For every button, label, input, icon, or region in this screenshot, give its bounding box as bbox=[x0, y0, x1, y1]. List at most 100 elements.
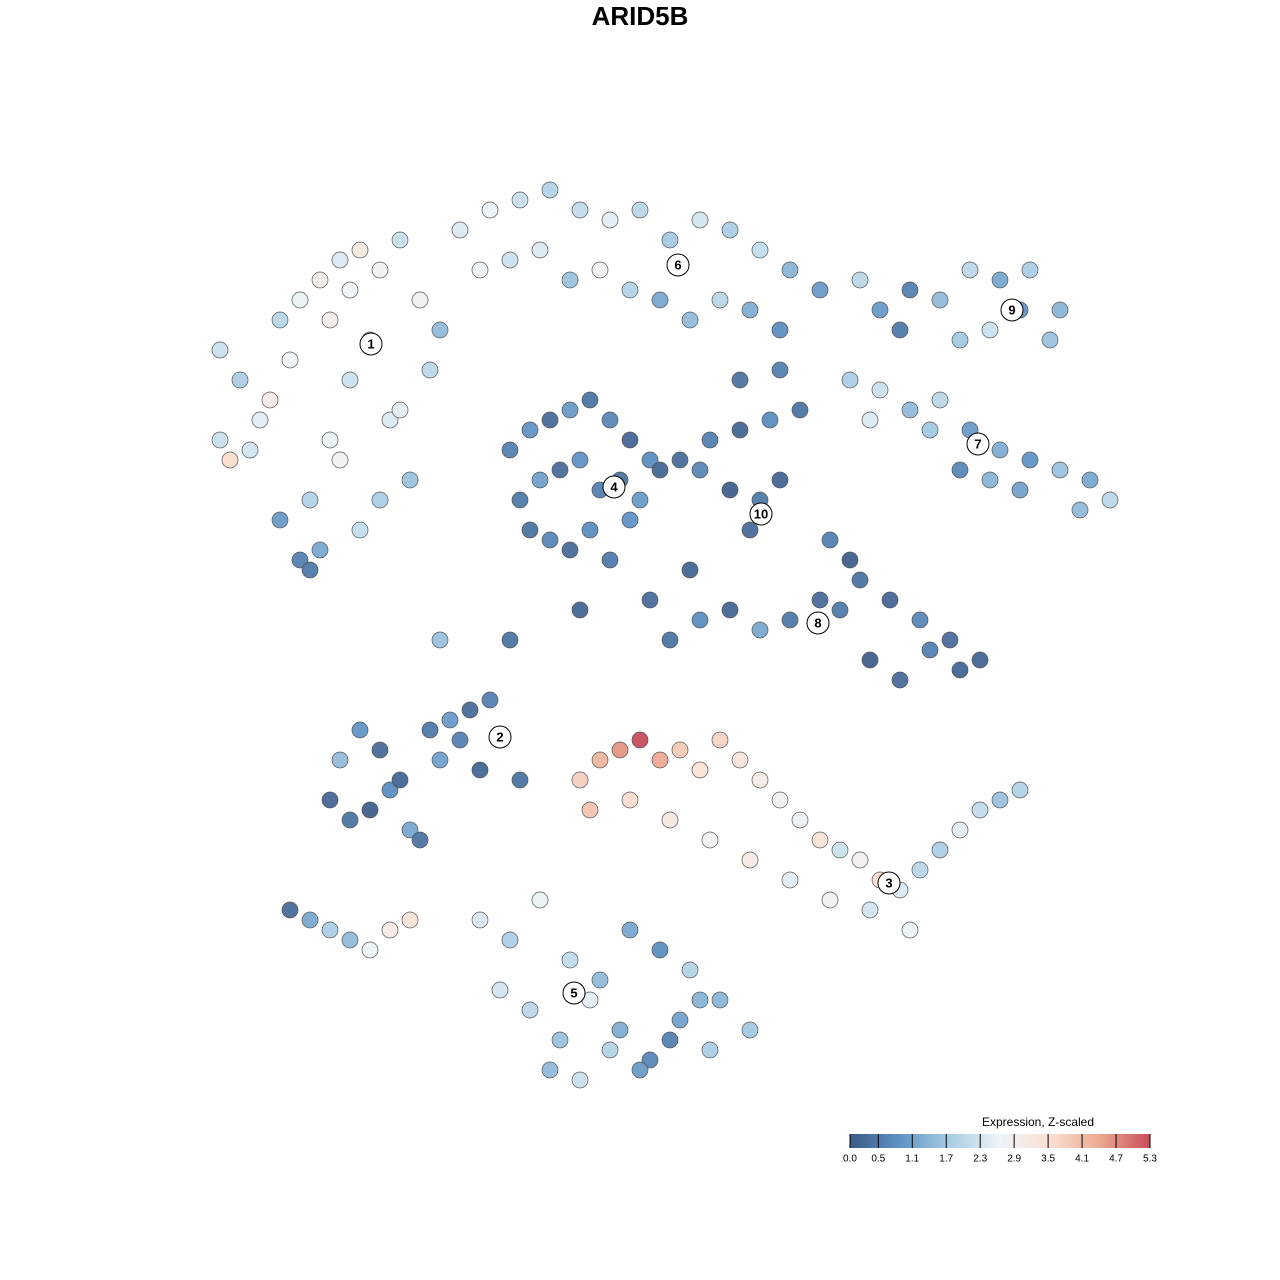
cell-point bbox=[621, 431, 639, 449]
cell-point bbox=[631, 491, 649, 509]
cell-point bbox=[381, 411, 399, 429]
cell-point bbox=[511, 771, 529, 789]
cluster-label: 3 bbox=[885, 875, 892, 890]
cell-point bbox=[431, 631, 449, 649]
cell-point bbox=[741, 301, 759, 319]
cell-point bbox=[501, 631, 519, 649]
cell-point bbox=[501, 441, 519, 459]
cluster-label-bg bbox=[966, 432, 990, 456]
cell-point bbox=[481, 201, 499, 219]
cell-point bbox=[951, 331, 969, 349]
colorbar-tick-label: 2.9 bbox=[1007, 1154, 1021, 1165]
cell-point bbox=[461, 701, 479, 719]
cell-point bbox=[1071, 501, 1089, 519]
cell-point bbox=[321, 791, 339, 809]
cell-point bbox=[391, 231, 409, 249]
cell-point bbox=[391, 771, 409, 789]
cell-point bbox=[651, 751, 669, 769]
cell-point bbox=[591, 971, 609, 989]
cell-point bbox=[351, 521, 369, 539]
cell-point bbox=[441, 711, 459, 729]
cluster-label: 1 bbox=[367, 336, 374, 351]
cell-point bbox=[951, 661, 969, 679]
colorbar-tick-label: 0.5 bbox=[871, 1154, 885, 1165]
cell-point bbox=[261, 391, 279, 409]
colorbar bbox=[850, 1134, 1150, 1148]
cell-point bbox=[821, 531, 839, 549]
cell-point bbox=[1011, 481, 1029, 499]
cell-point bbox=[491, 981, 509, 999]
cell-point bbox=[731, 371, 749, 389]
cell-point bbox=[991, 441, 1009, 459]
cell-point bbox=[561, 951, 579, 969]
cell-point bbox=[591, 751, 609, 769]
cell-point bbox=[791, 401, 809, 419]
cluster-label: 5 bbox=[570, 985, 577, 1000]
cell-point bbox=[691, 461, 709, 479]
cell-point bbox=[341, 811, 359, 829]
colorbar-tick-label: 2.3 bbox=[973, 1154, 987, 1165]
cell-point bbox=[931, 391, 949, 409]
cell-point bbox=[651, 941, 669, 959]
cell-point bbox=[541, 411, 559, 429]
cell-point bbox=[551, 461, 569, 479]
cell-point bbox=[401, 911, 419, 929]
cell-point bbox=[421, 721, 439, 739]
cell-point bbox=[531, 471, 549, 489]
cell-point bbox=[521, 1001, 539, 1019]
cell-point bbox=[611, 741, 629, 759]
cell-point bbox=[951, 461, 969, 479]
cell-point bbox=[641, 591, 659, 609]
cell-point bbox=[971, 651, 989, 669]
cell-point bbox=[691, 991, 709, 1009]
cell-point bbox=[291, 291, 309, 309]
cell-point bbox=[681, 561, 699, 579]
cell-point bbox=[521, 521, 539, 539]
cell-point bbox=[1051, 301, 1069, 319]
cell-point bbox=[701, 1041, 719, 1059]
cell-point bbox=[711, 991, 729, 1009]
cell-point bbox=[231, 371, 249, 389]
cell-point bbox=[381, 781, 399, 799]
cell-point bbox=[281, 901, 299, 919]
cell-point bbox=[211, 341, 229, 359]
cluster-label-bg bbox=[602, 475, 626, 499]
cell-point bbox=[771, 321, 789, 339]
colorbar-tick-label: 4.7 bbox=[1109, 1154, 1123, 1165]
cell-point bbox=[661, 811, 679, 829]
cell-point bbox=[571, 451, 589, 469]
cell-point bbox=[421, 361, 439, 379]
cell-point bbox=[561, 271, 579, 289]
cluster-label: 8 bbox=[814, 615, 821, 630]
cell-point bbox=[271, 511, 289, 529]
cell-point bbox=[531, 891, 549, 909]
cell-point bbox=[871, 301, 889, 319]
cell-point bbox=[701, 831, 719, 849]
colorbar-title: Expression, Z-scaled bbox=[982, 1115, 1094, 1129]
cluster-label-bg bbox=[488, 725, 512, 749]
cell-point bbox=[931, 291, 949, 309]
cell-point bbox=[541, 181, 559, 199]
cell-point bbox=[831, 841, 849, 859]
cell-point bbox=[651, 291, 669, 309]
cell-point bbox=[751, 771, 769, 789]
cell-point bbox=[781, 611, 799, 629]
cell-point bbox=[471, 261, 489, 279]
chart-title: ARID5B bbox=[592, 1, 689, 31]
cell-point bbox=[721, 601, 739, 619]
cell-point bbox=[641, 1051, 659, 1069]
cell-point bbox=[971, 801, 989, 819]
cell-point bbox=[691, 211, 709, 229]
cell-point bbox=[351, 241, 369, 259]
cluster-label-bg bbox=[806, 611, 830, 635]
cell-point bbox=[471, 761, 489, 779]
cell-point bbox=[621, 511, 639, 529]
cell-point bbox=[641, 451, 659, 469]
colorbar-tick-label: 4.1 bbox=[1075, 1154, 1089, 1165]
cell-point bbox=[661, 631, 679, 649]
cell-point bbox=[511, 491, 529, 509]
cell-point bbox=[911, 861, 929, 879]
cell-point bbox=[501, 931, 519, 949]
colorbar-tick-label: 0.0 bbox=[843, 1154, 857, 1165]
cell-point bbox=[1021, 451, 1039, 469]
